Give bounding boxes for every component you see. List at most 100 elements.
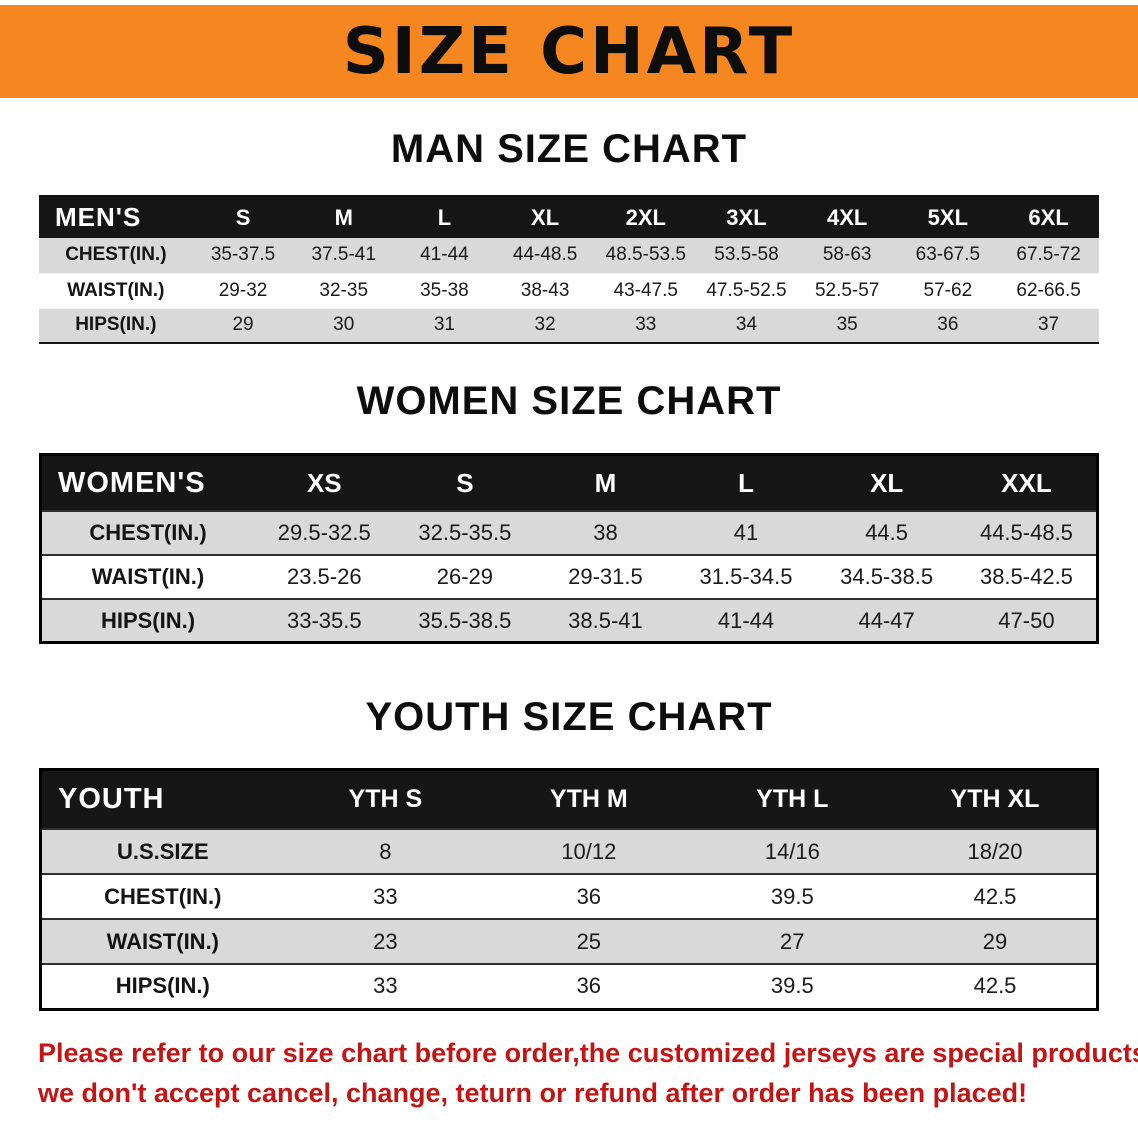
table-header: WOMEN'S XS S M L XL XXL xyxy=(40,454,1098,511)
table-row: HIPS(IN.) 29 30 31 32 33 34 35 36 37 xyxy=(39,308,1099,344)
column-header: 5XL xyxy=(897,196,999,239)
data-cell: 36 xyxy=(576,883,602,909)
banner: SIZE CHART xyxy=(0,5,1138,98)
data-cell: 29 xyxy=(232,314,254,336)
data-cell: 58-63 xyxy=(822,244,872,266)
column-header: M xyxy=(293,196,395,239)
table-corner-label: WOMEN'S xyxy=(40,454,254,511)
women-size-heading: WOMEN SIZE CHART xyxy=(356,379,782,424)
table-corner-label: MEN'S xyxy=(39,196,193,239)
data-cell: 47-50 xyxy=(998,607,1055,633)
data-cell: 35.5-38.5 xyxy=(418,607,512,633)
data-cell: 33 xyxy=(373,883,398,909)
data-cell: 38-43 xyxy=(520,279,570,301)
data-cell: 25 xyxy=(576,928,602,954)
data-cell: 42.5 xyxy=(973,973,1017,999)
table-row: HIPS(IN.) 33 36 39.5 42.5 xyxy=(40,964,1098,1010)
size-table: MEN'S S M L XL 2XL 3XL 4XL 5XL 6XL CHEST(IN.) 35-37… xyxy=(39,195,1099,345)
data-cell: 67.5-72 xyxy=(1016,244,1081,266)
size-table: WOMEN'S XS S M L XL XXL CHEST(IN.) 29.5-32.5 32.5… xyxy=(39,453,1099,645)
table-row: WAIST(IN.) 23.5-26 26-29 29-31.5 31.5-34.5 34… xyxy=(40,554,1098,599)
data-cell: 31.5-34.5 xyxy=(699,563,793,589)
column-header: L xyxy=(394,196,495,239)
data-cell: 63-67.5 xyxy=(915,244,981,266)
data-cell: 29-31.5 xyxy=(568,563,643,589)
data-cell: 32.5-35.5 xyxy=(418,519,512,545)
notice-line-1: Please refer to our size chart before or… xyxy=(38,1037,1138,1068)
column-header: 2XL xyxy=(595,196,697,239)
data-cell: 34 xyxy=(735,314,758,336)
table-row: WAIST(IN.) 29-32 32-35 35-38 38-43 43-47.5 47.… xyxy=(39,273,1099,309)
footer-notice: Please refer to our size chart before or… xyxy=(0,1033,1138,1113)
data-cell: 34.5-38.5 xyxy=(840,563,934,589)
column-header: YTH S xyxy=(283,769,488,830)
column-header: M xyxy=(535,454,676,511)
data-cell: 53.5-58 xyxy=(714,244,779,266)
women-size-table: WOMEN'S XS S M L XL XXL CHEST(IN.) 29.5-32.5 32.5… xyxy=(39,453,1099,645)
data-cell: 29.5-32.5 xyxy=(277,519,371,545)
row-label: CHEST(IN.) xyxy=(65,244,167,266)
table-row: CHEST(IN.) 35-37.5 37.5-41 41-44 44-48.5 48.5… xyxy=(39,238,1099,274)
column-header: L xyxy=(675,454,817,511)
youth-size-section: YOUTH SIZE CHART YOUTH YTH S YTH M YTH L YTH… xyxy=(0,695,1138,1011)
data-cell: 43-47.5 xyxy=(613,279,679,301)
column-header: YTH M xyxy=(487,769,691,830)
youth-size-heading: YOUTH SIZE CHART xyxy=(365,695,773,740)
row-label: CHEST(IN.) xyxy=(104,883,222,909)
data-cell: 38.5-41 xyxy=(568,607,643,633)
data-cell: 27 xyxy=(780,928,805,954)
column-header: XXL xyxy=(956,454,1098,511)
header-row: MEN'S S M L XL 2XL 3XL 4XL 5XL 6XL xyxy=(39,196,1099,239)
column-header: XL xyxy=(816,454,957,511)
man-size-heading: MAN SIZE CHART xyxy=(390,127,748,171)
data-cell: 29-32 xyxy=(218,279,268,301)
data-cell: 23 xyxy=(373,928,398,954)
data-cell: 30 xyxy=(333,314,355,336)
data-cell: 26-29 xyxy=(436,563,493,589)
table-row: U.S.SIZE 8 10/12 14/16 18/20 xyxy=(40,829,1098,875)
column-header: 4XL xyxy=(796,196,898,239)
women-size-section: WOMEN SIZE CHART WOMEN'S XS S M L XL XXL CHEST(… xyxy=(0,379,1138,645)
row-label: HIPS(IN.) xyxy=(115,973,210,999)
table-header: YOUTH YTH S YTH M YTH L YTH XL xyxy=(40,769,1098,830)
data-cell: 31 xyxy=(433,314,455,336)
size-chart-page: SIZE CHART MAN SIZE CHART MEN'S S M L XL 2XL 3… xyxy=(0,5,1138,1137)
data-cell: 37 xyxy=(1038,314,1060,336)
data-cell: 47.5-52.5 xyxy=(706,279,787,301)
data-cell: 35-37.5 xyxy=(210,244,276,266)
data-cell: 39.5 xyxy=(770,973,814,999)
data-cell: 36 xyxy=(576,973,602,999)
row-label: WAIST(IN.) xyxy=(106,928,220,954)
column-header: S xyxy=(394,454,536,511)
column-header: YTH XL xyxy=(894,769,1098,830)
data-cell: 39.5 xyxy=(770,883,814,909)
header-row: YOUTH YTH S YTH M YTH L YTH XL xyxy=(40,769,1098,830)
column-header: YTH L xyxy=(690,769,895,830)
header-row: WOMEN'S XS S M L XL XXL xyxy=(40,454,1098,511)
youth-size-table: YOUTH YTH S YTH M YTH L YTH XL U.S.SIZE 8 10/12… xyxy=(39,767,1099,1011)
data-cell: 48.5-53.5 xyxy=(605,244,686,266)
row-label: HIPS(IN.) xyxy=(75,314,157,336)
data-cell: 44.5-48.5 xyxy=(979,519,1073,545)
table-header: MEN'S S M L XL 2XL 3XL 4XL 5XL 6XL xyxy=(39,196,1099,239)
data-cell: 44-48.5 xyxy=(512,244,578,266)
row-label: U.S.SIZE xyxy=(116,838,209,864)
data-cell: 23.5-26 xyxy=(286,563,362,589)
data-cell: 35-38 xyxy=(420,279,469,301)
men-size-table: MEN'S S M L XL 2XL 3XL 4XL 5XL 6XL CHEST(IN.) 35-37… xyxy=(39,195,1099,345)
row-label: CHEST(IN.) xyxy=(89,519,207,545)
data-cell: 38 xyxy=(593,519,618,545)
data-cell: 52.5-57 xyxy=(814,279,880,301)
data-cell: 38.5-42.5 xyxy=(979,563,1073,589)
data-cell: 32 xyxy=(534,314,556,336)
table-row: HIPS(IN.) 33-35.5 35.5-38.5 38.5-41 41-44 44-… xyxy=(40,598,1098,643)
data-cell: 42.5 xyxy=(973,883,1017,909)
table-row: CHEST(IN.) 29.5-32.5 32.5-35.5 38 41 44.5 44.5… xyxy=(40,510,1098,555)
column-header: S xyxy=(192,196,294,239)
column-header: 6XL xyxy=(998,196,1099,239)
table-row: WAIST(IN.) 23 25 27 29 xyxy=(40,919,1098,965)
data-cell: 32-35 xyxy=(319,279,369,301)
row-label: WAIST(IN.) xyxy=(67,279,165,301)
data-cell: 35 xyxy=(836,314,858,336)
data-cell: 33 xyxy=(635,314,657,336)
